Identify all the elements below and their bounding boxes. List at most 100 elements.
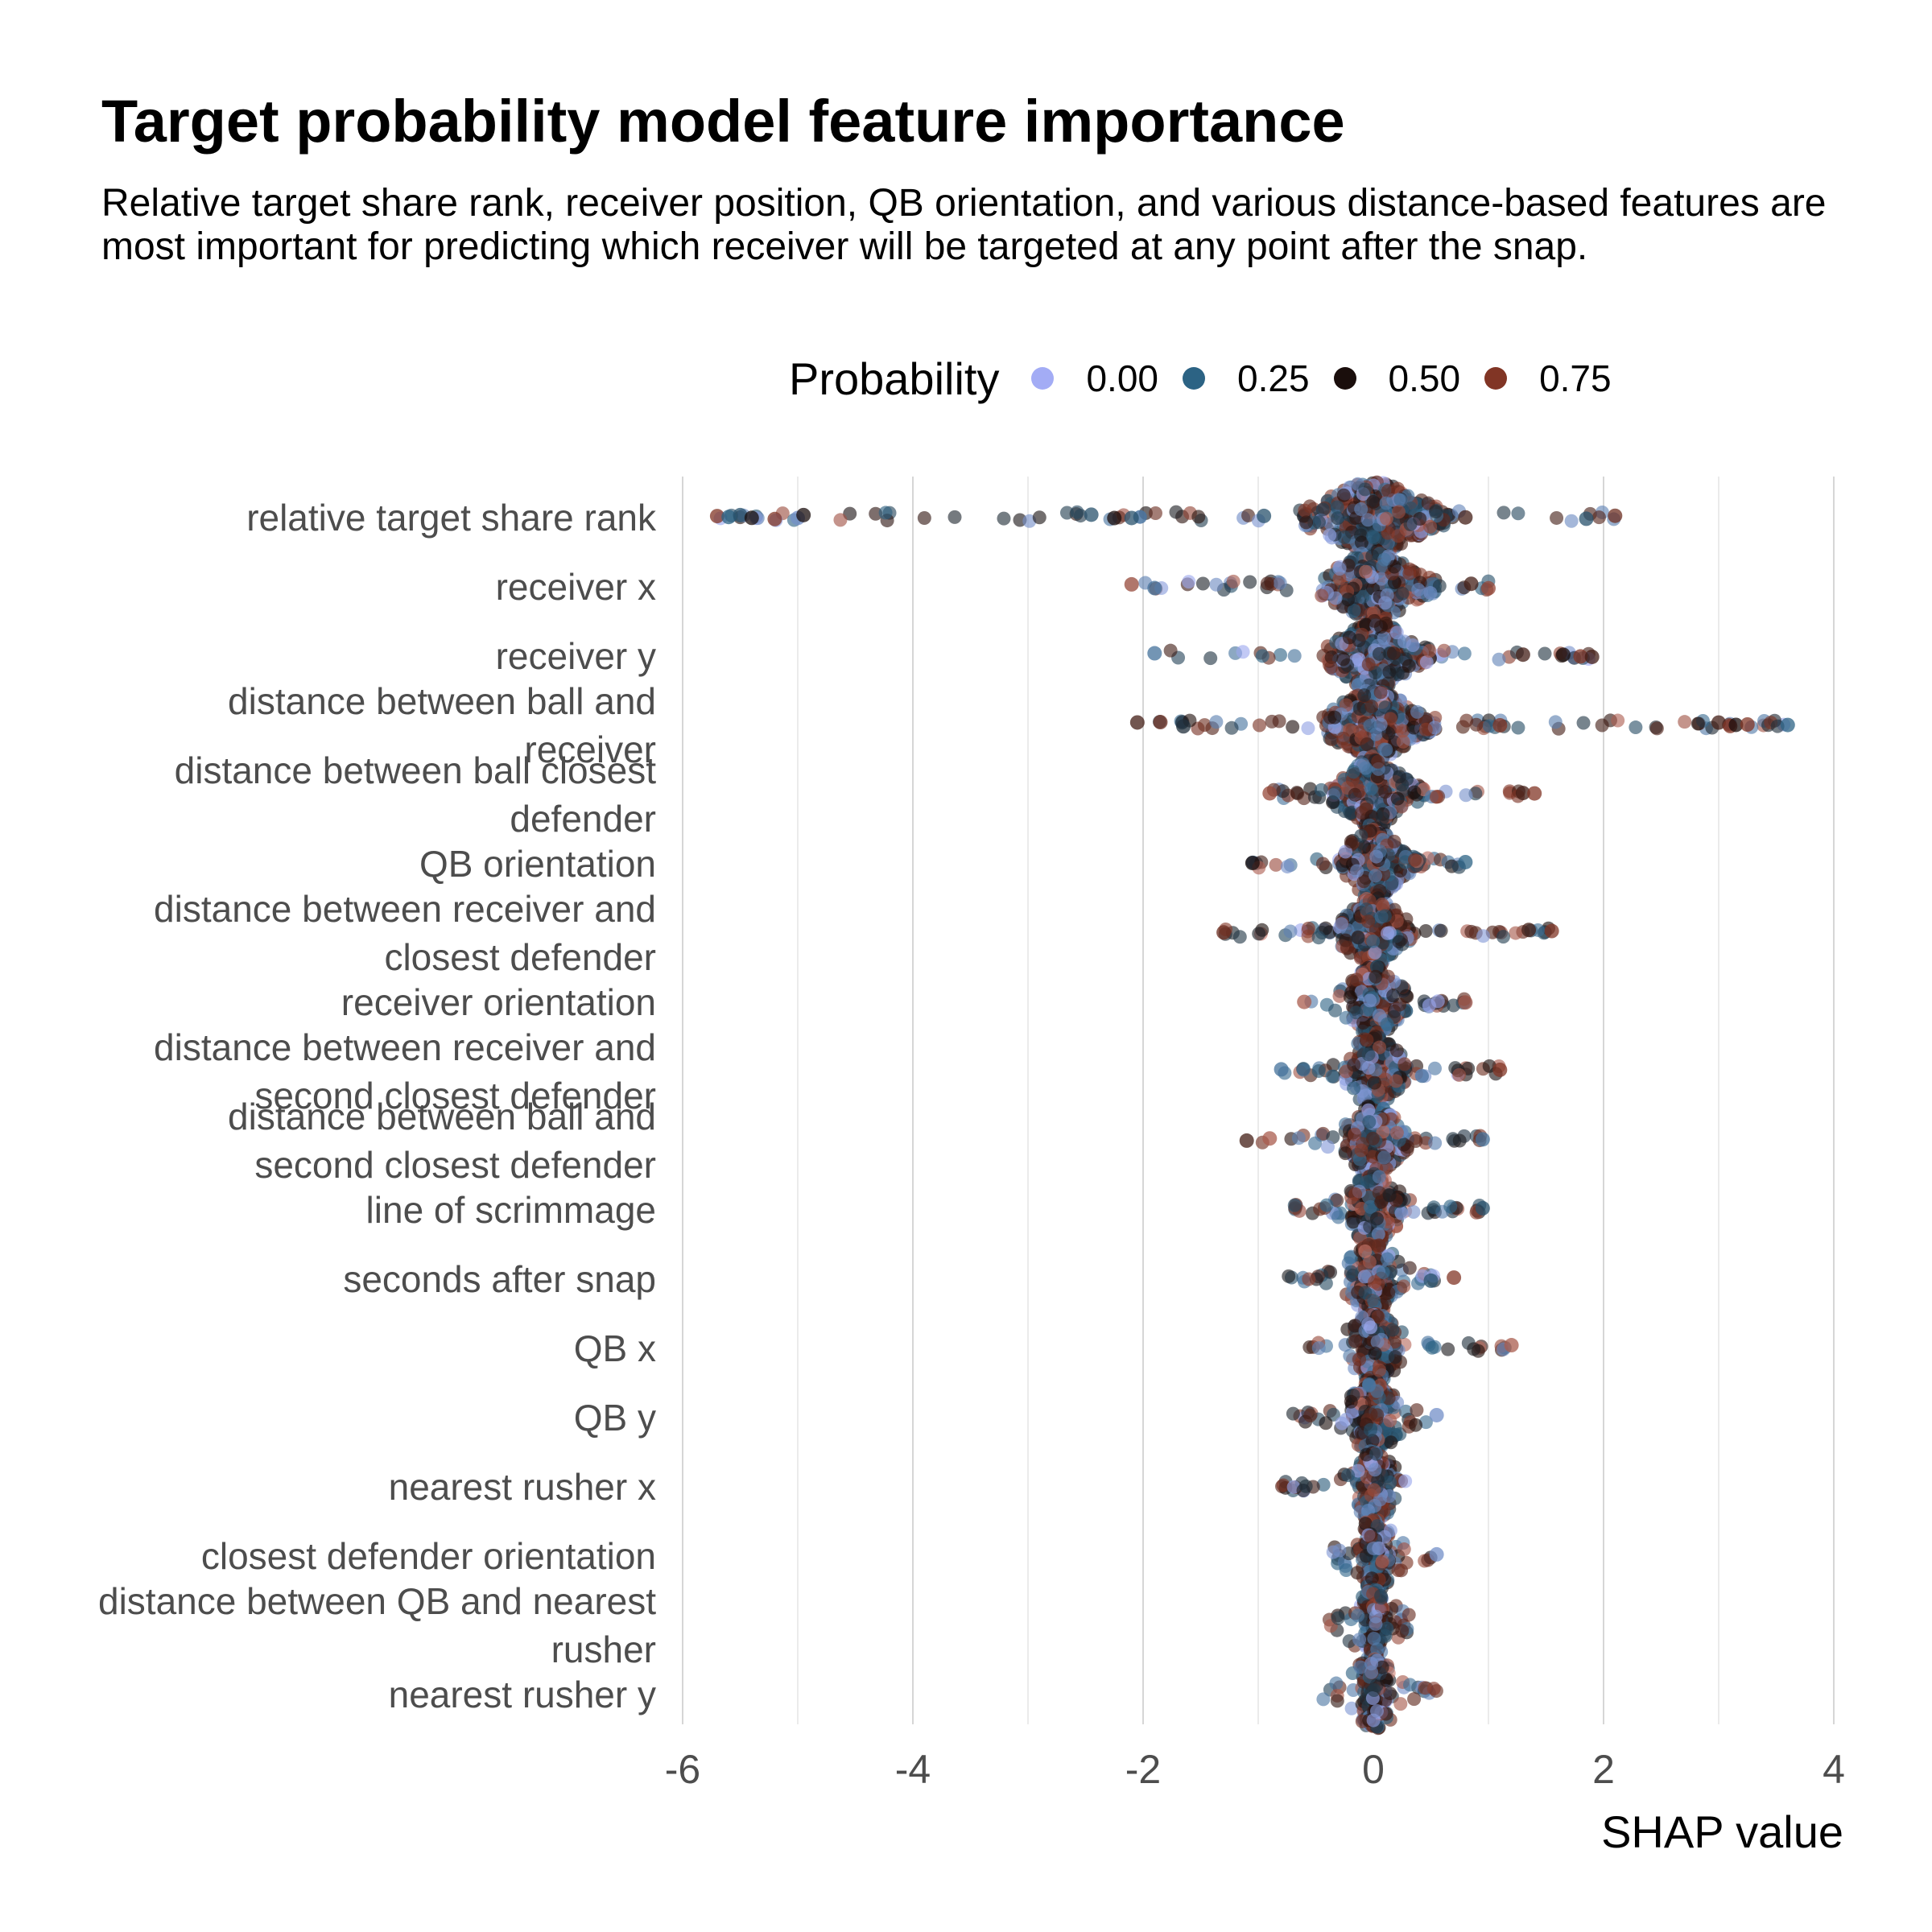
feature-row: relative target share rank xyxy=(246,475,1623,559)
legend-title: Probability xyxy=(789,353,1000,404)
data-point xyxy=(1550,510,1564,525)
data-point xyxy=(1339,1412,1353,1426)
data-point xyxy=(1269,857,1283,872)
data-point xyxy=(1426,1200,1441,1215)
data-point xyxy=(1379,496,1393,510)
data-point xyxy=(1344,835,1358,849)
data-point xyxy=(721,510,737,525)
feature-row: receiver x xyxy=(496,546,1496,628)
data-point xyxy=(1260,576,1274,591)
data-point xyxy=(1356,1016,1371,1030)
data-point xyxy=(1397,1279,1411,1294)
data-point xyxy=(1428,1136,1443,1150)
data-point xyxy=(1328,591,1343,605)
data-point xyxy=(1386,989,1401,1003)
data-point xyxy=(1397,634,1411,649)
data-point xyxy=(1236,645,1250,659)
feature-row: distance between receiver and second clos… xyxy=(154,1026,1508,1117)
data-point xyxy=(1311,1064,1326,1079)
data-point xyxy=(1375,898,1389,912)
data-point xyxy=(1340,940,1355,955)
data-point xyxy=(1538,646,1552,661)
data-point xyxy=(1331,1210,1345,1224)
data-point xyxy=(1364,699,1379,713)
data-point xyxy=(1352,702,1367,716)
data-point xyxy=(1364,1320,1378,1335)
data-point xyxy=(1387,1335,1402,1349)
data-point xyxy=(1740,716,1755,732)
feature-row: line of scrimmage xyxy=(366,1166,1490,1250)
data-point xyxy=(1358,1517,1373,1531)
data-point xyxy=(1344,1265,1358,1279)
data-point xyxy=(1290,786,1304,800)
data-point xyxy=(1458,995,1473,1010)
data-point xyxy=(1411,583,1426,597)
legend-key xyxy=(1484,367,1508,390)
data-point xyxy=(1330,500,1344,514)
data-point xyxy=(1481,580,1496,596)
data-point xyxy=(1377,909,1392,923)
feature-row: receiver orientation xyxy=(341,960,1473,1044)
data-point xyxy=(1406,720,1421,735)
data-point xyxy=(1203,651,1218,666)
x-tick-label: 0 xyxy=(1362,1747,1385,1792)
data-point xyxy=(1299,515,1314,530)
feature-row: seconds after snap xyxy=(343,1236,1462,1320)
data-point xyxy=(1378,785,1393,799)
data-point xyxy=(1216,925,1232,940)
data-point xyxy=(1341,1468,1356,1483)
data-point xyxy=(1504,1338,1519,1353)
legend-item: 0.75 xyxy=(1484,357,1612,400)
data-point xyxy=(1334,917,1348,931)
data-point xyxy=(1521,923,1537,938)
data-point xyxy=(1302,1272,1316,1286)
data-point xyxy=(1364,782,1378,796)
data-point xyxy=(1492,717,1508,733)
data-point xyxy=(1457,646,1472,661)
data-point xyxy=(1365,1131,1380,1146)
y-tick-label: QB x xyxy=(574,1327,656,1369)
legend-key xyxy=(1333,367,1356,390)
data-point xyxy=(1252,718,1266,733)
data-point xyxy=(1515,647,1530,663)
data-point xyxy=(1315,588,1329,603)
y-tick-label: nearest rusher x xyxy=(389,1466,656,1508)
data-point xyxy=(1324,733,1339,747)
data-point xyxy=(1469,717,1484,732)
data-point xyxy=(1147,646,1162,661)
legend-key xyxy=(1031,367,1055,390)
legend-item: 0.00 xyxy=(1031,357,1158,400)
data-point xyxy=(1282,1269,1296,1283)
data-point xyxy=(1368,1463,1382,1477)
y-tick-label: receiver y xyxy=(496,635,656,677)
data-point xyxy=(1350,864,1364,878)
feature-row: nearest rusher x xyxy=(389,1444,1413,1528)
y-tick-label: receiver x xyxy=(496,566,656,608)
data-point xyxy=(1515,786,1530,801)
data-point xyxy=(1286,1406,1300,1421)
data-point xyxy=(997,511,1011,526)
data-point xyxy=(1362,1255,1377,1269)
data-point xyxy=(1276,1478,1290,1492)
data-point xyxy=(1441,1342,1455,1356)
data-point xyxy=(1389,1074,1403,1088)
data-point xyxy=(1360,513,1375,527)
data-point xyxy=(1372,1170,1386,1184)
data-point xyxy=(1347,1081,1361,1096)
y-tick-label: distance between QB and nearest rusher xyxy=(98,1580,656,1670)
x-tick-label: 4 xyxy=(1823,1747,1845,1792)
data-point xyxy=(1343,806,1357,820)
legend-label: 0.75 xyxy=(1539,357,1612,399)
data-point xyxy=(1387,834,1402,848)
data-point xyxy=(1241,508,1256,522)
data-point xyxy=(1496,930,1510,944)
data-point xyxy=(1359,902,1373,917)
data-point xyxy=(1475,1200,1490,1216)
data-point xyxy=(1148,506,1162,520)
data-point xyxy=(733,507,748,522)
data-point xyxy=(1362,1115,1377,1129)
data-point xyxy=(1298,503,1312,518)
data-point xyxy=(1358,482,1373,497)
data-point xyxy=(1367,1294,1381,1308)
data-point xyxy=(1368,945,1382,960)
